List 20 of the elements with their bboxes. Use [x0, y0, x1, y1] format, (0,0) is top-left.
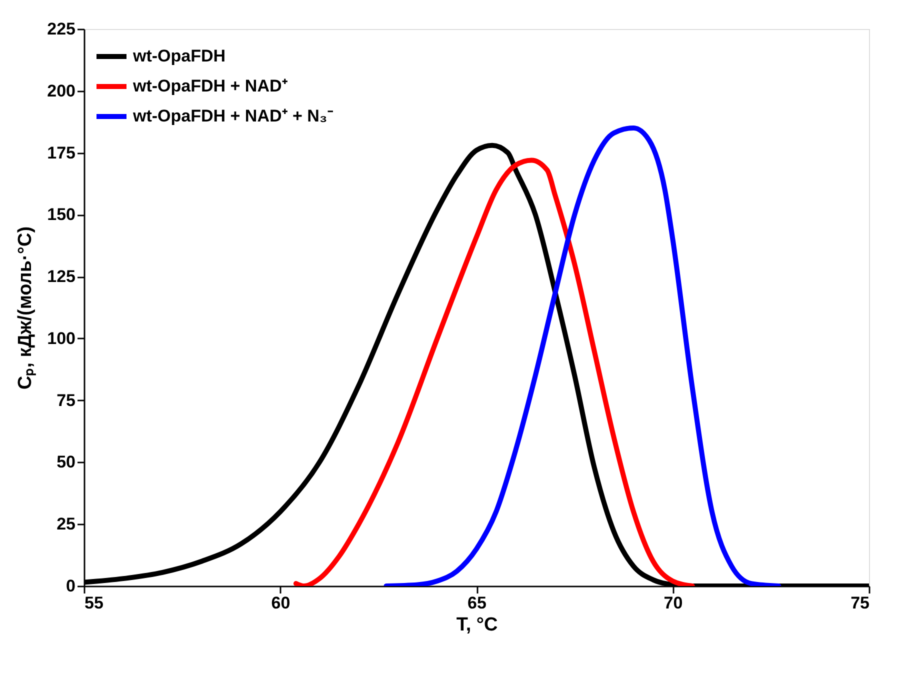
y-tick-label: 100: [47, 328, 76, 348]
x-tick-label: 65: [468, 594, 486, 612]
x-tick-label: 60: [271, 594, 290, 612]
y-tick-label: 200: [47, 81, 76, 100]
y-tick-label: 50: [56, 452, 76, 472]
y-tick-label: 0: [66, 576, 76, 596]
y-tick-label: 25: [56, 514, 76, 534]
x-tick-label: 75: [850, 594, 870, 612]
legend-label: wt-OpaFDH + NAD⁺ + N₃⁻: [132, 106, 334, 126]
y-tick-label: 225: [47, 20, 76, 38]
x-tick-label: 70: [664, 594, 683, 612]
y-tick-label: 75: [56, 390, 76, 410]
y-tick-label: 150: [47, 205, 76, 224]
x-axis-title: T, °C: [456, 614, 498, 636]
y-axis-title: Cₚ, кДж/(моль·°C): [15, 226, 36, 390]
legend-label: wt-OpaFDH: [132, 46, 226, 66]
x-tick-label: 55: [84, 594, 104, 612]
y-tick-label: 125: [47, 267, 76, 286]
legend-label: wt-OpaFDH + NAD⁺: [132, 76, 288, 96]
y-tick-label: 175: [47, 143, 76, 162]
